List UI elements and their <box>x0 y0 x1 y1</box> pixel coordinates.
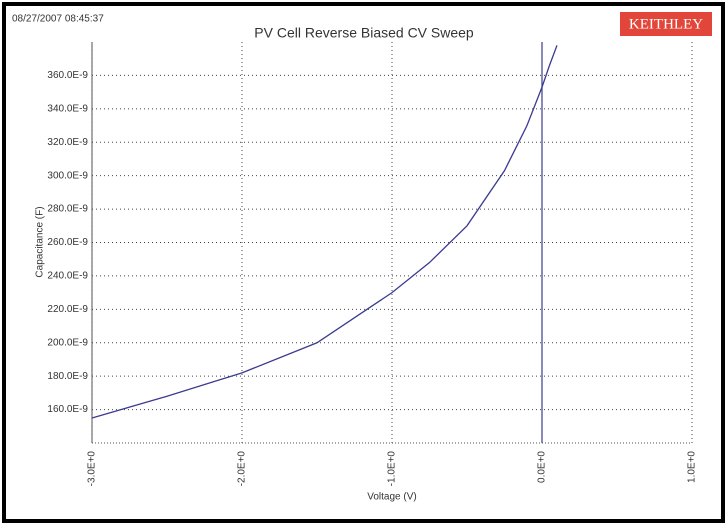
series-line <box>91 45 558 419</box>
y-tick-label: 280.0E-9 <box>47 204 88 215</box>
logo-box <box>620 12 712 36</box>
x-tick-label: -1.0E+0 <box>387 451 398 487</box>
y-tick-label: 200.0E-9 <box>47 337 88 348</box>
y-tick-label: 360.0E-9 <box>47 70 88 81</box>
y-axis-label: Capacitance (F) <box>35 206 46 277</box>
x-tick-label: -2.0E+0 <box>237 451 248 487</box>
y-tick-label: 320.0E-9 <box>47 137 88 148</box>
y-tick-label: 160.0E-9 <box>47 404 88 415</box>
y-tick-label: 220.0E-9 <box>47 304 88 315</box>
y-tick-label: 300.0E-9 <box>47 170 88 181</box>
y-tick-label: 180.0E-9 <box>47 371 88 382</box>
y-tick-label: 240.0E-9 <box>47 271 88 282</box>
chart-title: PV Cell Reverse Biased CV Sweep <box>254 25 474 41</box>
x-tick-label: -3.0E+0 <box>87 451 98 487</box>
timestamp: 08/27/2007 08:45:37 <box>12 14 104 25</box>
x-tick-label: 1.0E+0 <box>687 451 698 483</box>
logo: KEITHLEY <box>629 16 703 32</box>
x-tick-label: 0.0E+0 <box>537 451 548 483</box>
x-axis-label: Voltage (V) <box>367 492 416 503</box>
y-tick-label: 340.0E-9 <box>47 103 88 114</box>
y-tick-label: 260.0E-9 <box>47 237 88 248</box>
